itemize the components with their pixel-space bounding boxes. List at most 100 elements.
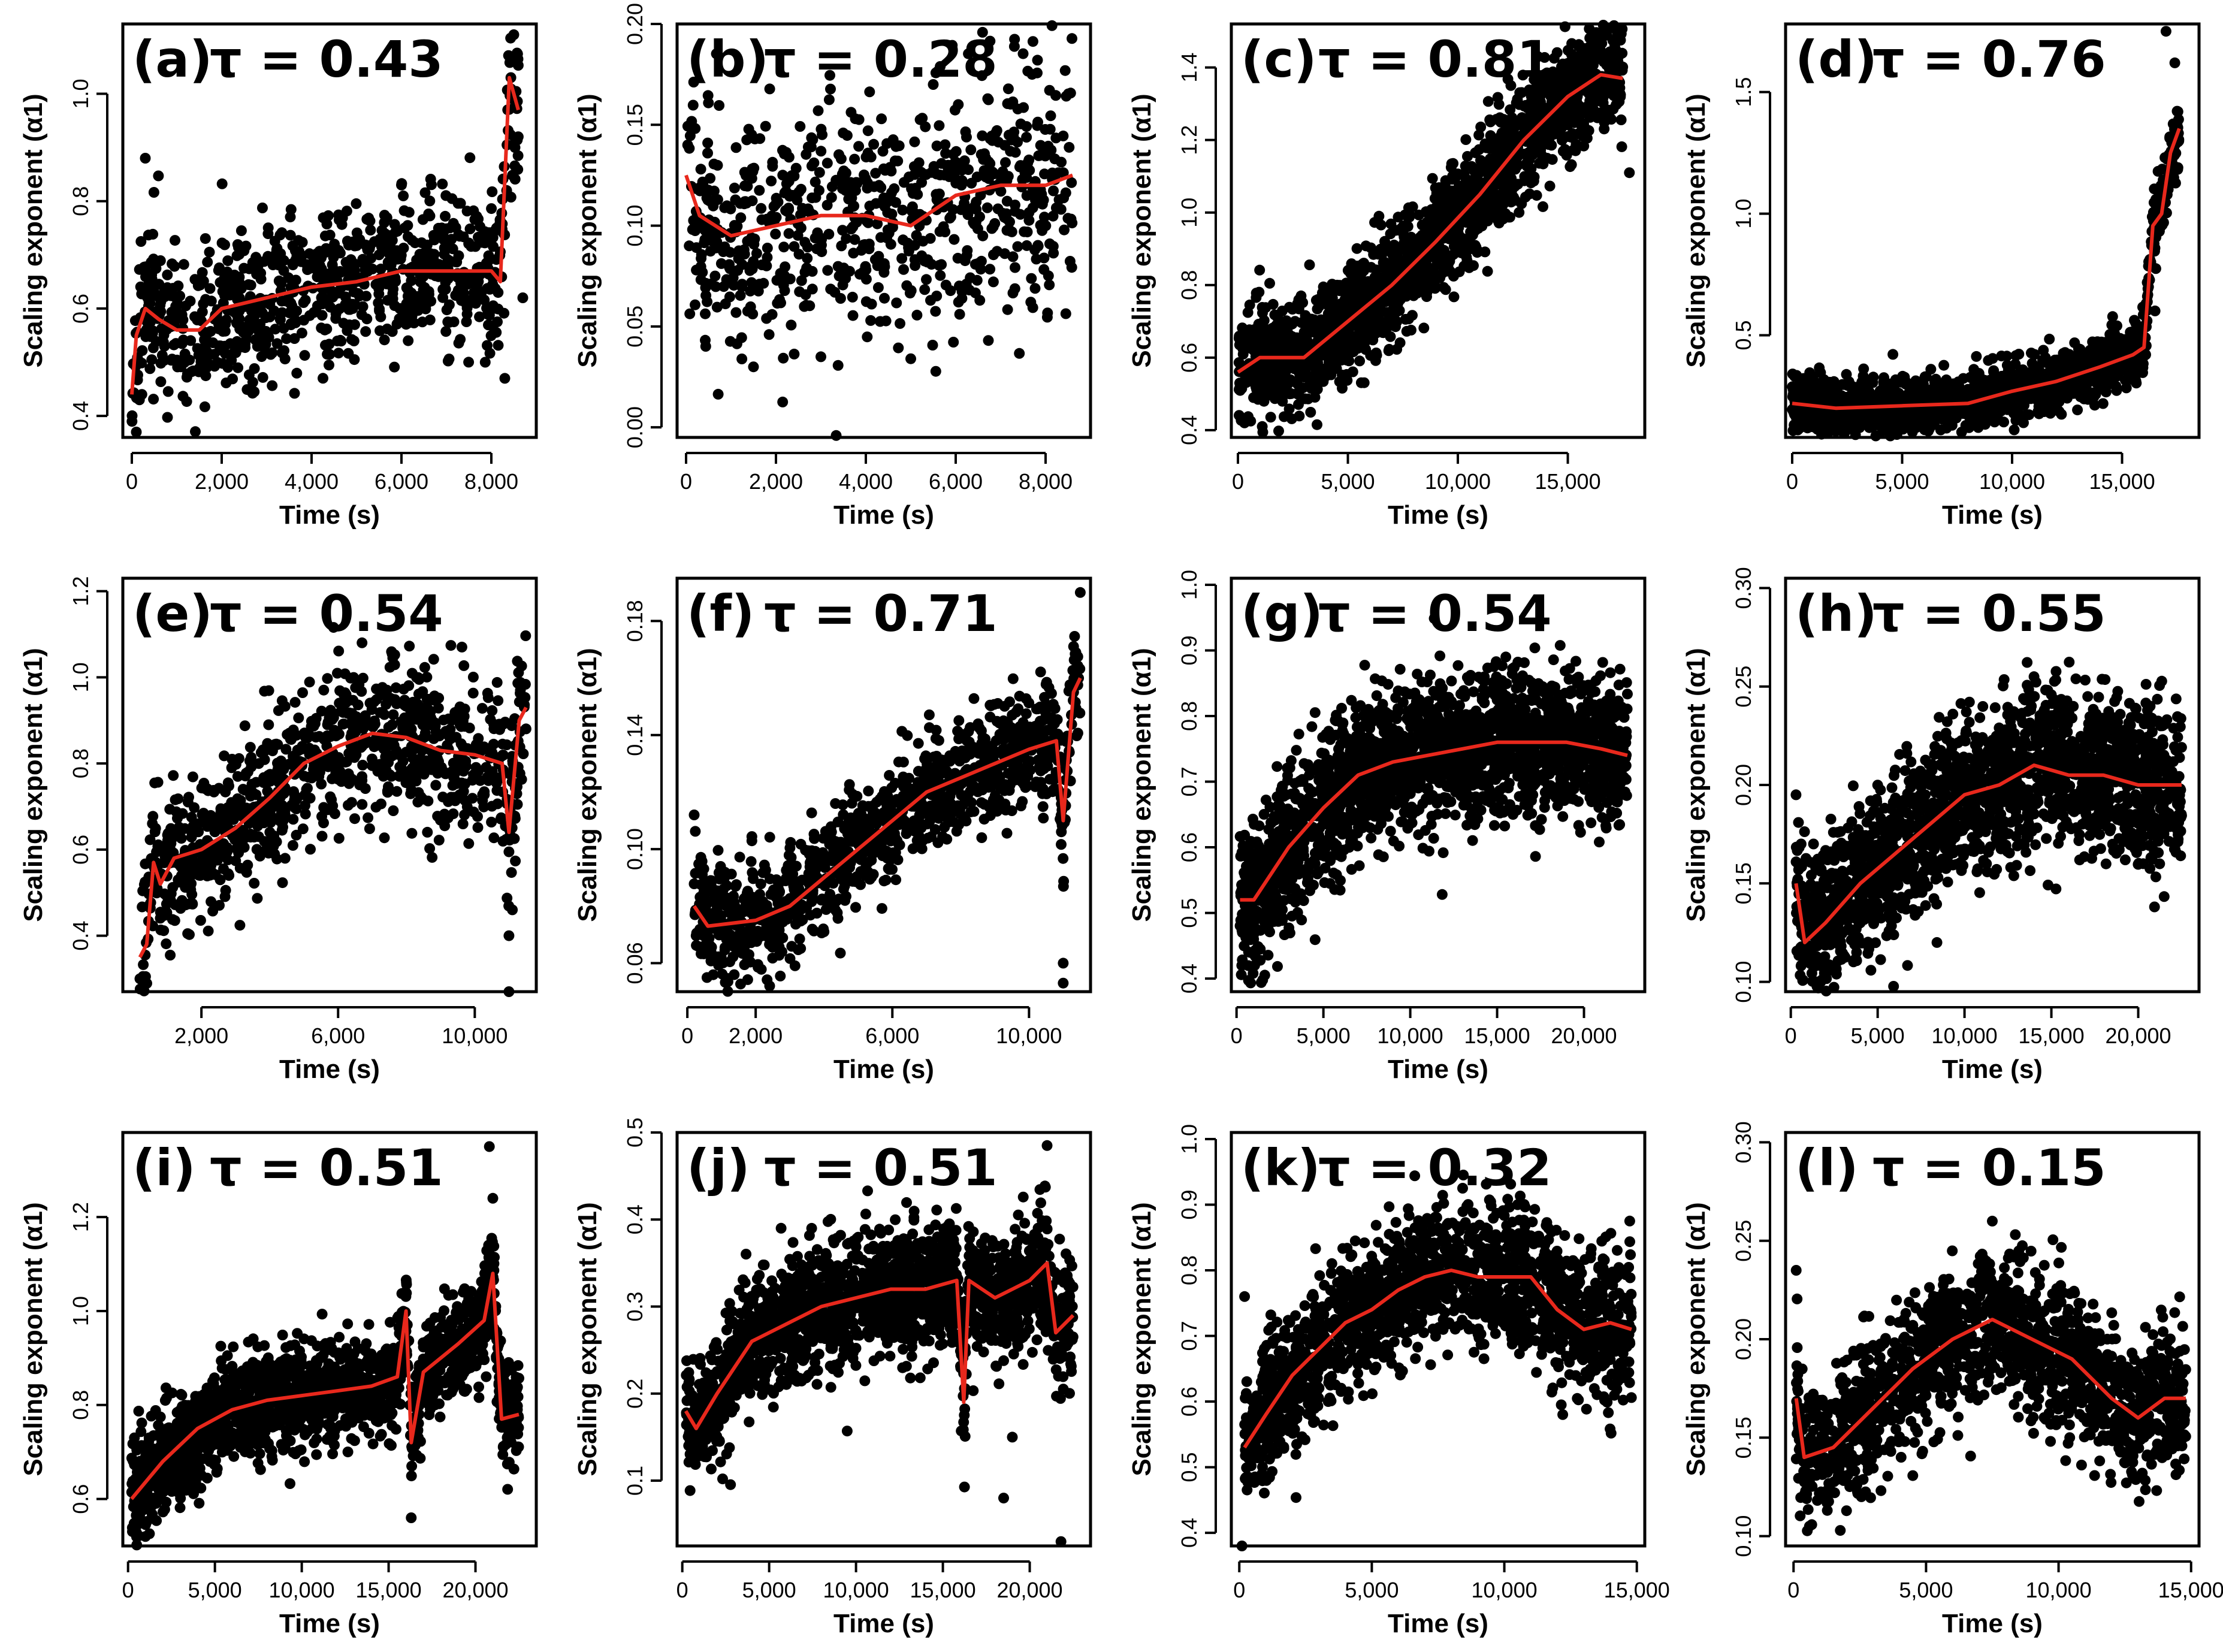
y-tick-label: 1.0 bbox=[68, 78, 93, 108]
x-tick-label: 4,000 bbox=[839, 469, 893, 494]
data-point bbox=[440, 326, 452, 337]
data-point bbox=[1060, 187, 1071, 198]
data-point bbox=[903, 245, 914, 256]
data-point bbox=[942, 162, 953, 173]
data-point bbox=[886, 209, 898, 220]
data-point bbox=[1615, 114, 1627, 125]
data-point bbox=[1403, 313, 1414, 325]
data-point bbox=[745, 260, 757, 271]
data-point bbox=[909, 136, 920, 147]
data-point bbox=[874, 180, 885, 191]
data-point bbox=[853, 114, 865, 125]
data-point bbox=[1010, 262, 1020, 273]
data-point bbox=[876, 113, 887, 125]
data-point bbox=[162, 386, 174, 397]
data-point bbox=[778, 279, 789, 291]
data-point bbox=[739, 167, 750, 178]
data-point bbox=[1867, 413, 1878, 425]
data-point bbox=[1556, 78, 1567, 90]
data-point bbox=[770, 228, 781, 240]
data-point bbox=[243, 279, 254, 290]
data-point bbox=[400, 319, 412, 330]
data-point bbox=[1283, 403, 1295, 415]
data-point bbox=[908, 161, 920, 172]
data-point bbox=[1900, 379, 1911, 390]
data-point bbox=[800, 289, 811, 300]
data-point bbox=[1920, 391, 1931, 402]
y-tick-label: 0.6 bbox=[1177, 343, 1201, 373]
data-point bbox=[730, 307, 742, 318]
data-point bbox=[1816, 377, 1828, 389]
data-point bbox=[1565, 116, 1576, 127]
outlier-point bbox=[131, 427, 142, 437]
data-point bbox=[299, 350, 310, 361]
data-point bbox=[1264, 277, 1275, 289]
data-point bbox=[1039, 168, 1050, 180]
data-point bbox=[954, 309, 965, 320]
data-point bbox=[761, 260, 772, 271]
data-point bbox=[695, 274, 706, 285]
data-point bbox=[893, 342, 904, 354]
data-point bbox=[772, 197, 784, 208]
data-point bbox=[978, 154, 989, 165]
data-point bbox=[684, 143, 695, 154]
panel-label: (a) bbox=[132, 30, 212, 89]
data-point bbox=[1996, 351, 2007, 362]
data-point bbox=[1448, 158, 1459, 169]
data-point bbox=[473, 276, 484, 287]
data-point bbox=[333, 244, 345, 256]
data-point bbox=[1832, 386, 1843, 397]
data-point bbox=[1929, 392, 1941, 403]
data-point bbox=[1544, 180, 1556, 192]
data-point bbox=[1814, 362, 1825, 373]
data-point bbox=[1535, 144, 1546, 156]
data-point bbox=[1467, 220, 1478, 231]
x-tick-label: 8,000 bbox=[464, 469, 518, 494]
data-point bbox=[815, 123, 827, 135]
x-tick-label: 0 bbox=[126, 469, 138, 494]
data-point bbox=[333, 348, 345, 359]
data-point bbox=[992, 246, 1002, 257]
data-point bbox=[835, 293, 846, 304]
data-point bbox=[257, 372, 268, 383]
data-point bbox=[830, 430, 842, 441]
data-point bbox=[382, 295, 393, 306]
data-point bbox=[385, 259, 397, 270]
data-point bbox=[381, 278, 392, 289]
data-point bbox=[234, 277, 245, 288]
data-point bbox=[146, 269, 158, 280]
data-point bbox=[262, 222, 274, 234]
data-point bbox=[145, 316, 156, 328]
data-point bbox=[778, 241, 790, 253]
data-point bbox=[1795, 417, 1806, 428]
data-point bbox=[948, 337, 959, 348]
data-point bbox=[1462, 151, 1473, 162]
data-point bbox=[247, 376, 258, 388]
data-point bbox=[1528, 176, 1539, 187]
data-point bbox=[360, 326, 371, 337]
data-point bbox=[825, 283, 836, 295]
data-point bbox=[1815, 388, 1826, 399]
data-point bbox=[1613, 51, 1624, 62]
data-point bbox=[463, 237, 475, 249]
data-point bbox=[332, 336, 343, 347]
data-point bbox=[1406, 231, 1416, 243]
data-point bbox=[991, 125, 1002, 136]
data-point bbox=[684, 308, 696, 319]
data-point bbox=[1067, 33, 1077, 44]
scatter-points bbox=[126, 29, 528, 437]
data-point bbox=[1061, 90, 1072, 102]
data-point bbox=[442, 355, 454, 367]
data-point bbox=[1287, 304, 1298, 315]
data-point bbox=[724, 336, 736, 347]
data-point bbox=[296, 327, 307, 339]
data-point bbox=[729, 220, 740, 231]
data-point bbox=[170, 312, 181, 324]
data-point bbox=[963, 164, 974, 176]
data-point bbox=[1399, 291, 1410, 302]
outlier-point bbox=[905, 353, 916, 364]
data-point bbox=[252, 333, 263, 345]
data-point bbox=[1385, 218, 1397, 229]
data-point bbox=[1556, 134, 1567, 146]
